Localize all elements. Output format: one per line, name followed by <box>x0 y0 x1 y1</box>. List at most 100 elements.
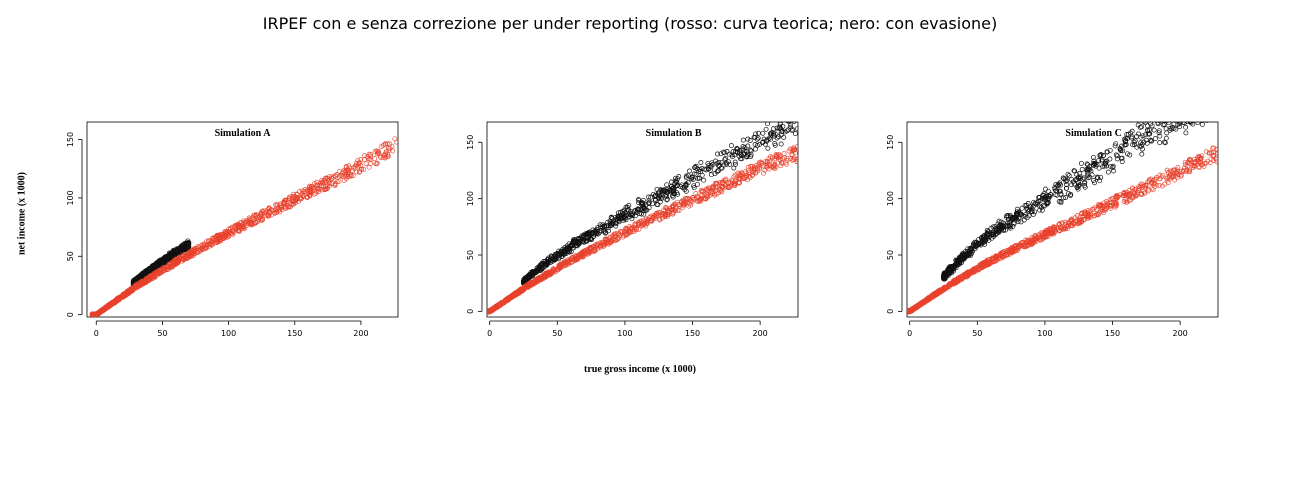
scatter-point-with-evasion <box>735 150 740 156</box>
scatter-point-with-evasion <box>1113 152 1119 158</box>
scatter-point-theoretical <box>649 218 654 224</box>
scatter-point-theoretical <box>779 160 785 166</box>
scatter-point-with-evasion <box>738 156 743 162</box>
scatter-point-theoretical <box>746 164 752 170</box>
scatter-point-with-evasion <box>1057 180 1063 186</box>
scatter-point-theoretical <box>1196 159 1202 165</box>
scatter-point-with-evasion <box>182 247 188 252</box>
scatter-point-theoretical <box>373 161 379 167</box>
scatter-point-with-evasion <box>559 253 564 259</box>
scatter-point-with-evasion <box>779 129 785 135</box>
scatter-point-with-evasion <box>740 137 746 143</box>
scatter-point-theoretical <box>256 216 261 222</box>
scatter-point-with-evasion <box>1038 204 1044 210</box>
scatter-point-with-evasion <box>698 160 704 165</box>
scatter-point-with-evasion <box>1215 107 1219 111</box>
scatter-point-with-evasion <box>1182 114 1186 118</box>
scatter-point-theoretical <box>308 186 314 192</box>
scatter-point-theoretical <box>536 275 542 280</box>
scatter-point-theoretical <box>325 186 330 192</box>
scatter-point-with-evasion <box>969 248 975 254</box>
scatter-point-theoretical <box>173 256 179 262</box>
scatter-point-with-evasion <box>1156 130 1162 136</box>
scatter-point-theoretical <box>392 136 398 142</box>
scatter-point-with-evasion <box>1165 122 1170 123</box>
scatter-point-with-evasion <box>1082 184 1088 190</box>
scatter-point-theoretical <box>510 292 516 298</box>
scatter-point-with-evasion <box>1113 141 1119 147</box>
scatter-point-theoretical <box>355 163 361 169</box>
scatter-point-theoretical <box>696 199 702 204</box>
scatter-point-with-evasion <box>1078 160 1084 166</box>
scatter-point-with-evasion <box>1042 186 1048 192</box>
scatter-point-theoretical <box>107 302 113 308</box>
scatter-point-with-evasion <box>1077 175 1083 181</box>
series-with-evasion <box>521 122 798 286</box>
scatter-point-with-evasion <box>1099 157 1105 163</box>
scatter-point-theoretical <box>258 217 264 222</box>
scatter-point-with-evasion <box>1127 152 1133 158</box>
scatter-point-with-evasion <box>1188 93 1192 97</box>
scatter-point-with-evasion <box>694 181 700 187</box>
scatter-point-with-evasion <box>972 246 978 252</box>
scatter-point-theoretical <box>754 166 760 172</box>
scatter-point-theoretical <box>542 271 548 277</box>
scatter-point-with-evasion <box>1063 176 1068 182</box>
scatter-point-with-evasion <box>687 168 692 174</box>
scatter-point-with-evasion <box>1184 103 1188 107</box>
scatter-point-with-evasion <box>969 251 974 257</box>
scatter-point-theoretical <box>160 267 166 273</box>
scatter-point-theoretical <box>296 189 302 195</box>
scatter-point-with-evasion <box>778 126 784 132</box>
scatter-point-with-evasion <box>1090 154 1096 160</box>
scatter-point-with-evasion <box>708 172 714 178</box>
scatter-point-theoretical <box>326 179 332 185</box>
scatter-point-with-evasion <box>1213 107 1217 111</box>
scatter-point-with-evasion <box>1147 115 1151 119</box>
scatter-point-with-evasion <box>794 126 798 132</box>
scatter-point-with-evasion <box>792 131 798 137</box>
figure-title: IRPEF con e senza correzione per under r… <box>262 14 998 33</box>
scatter-point-with-evasion <box>782 129 788 135</box>
scatter-point-with-evasion <box>1019 205 1025 211</box>
scatter-point-with-evasion <box>1074 184 1080 190</box>
scatter-point-theoretical <box>314 186 320 191</box>
x-tick-label: 200 <box>353 329 368 338</box>
scatter-point-theoretical <box>1214 150 1218 156</box>
scatter-point-with-evasion <box>1157 122 1162 124</box>
scatter-point-with-evasion <box>649 201 655 207</box>
scatter-point-with-evasion <box>1052 185 1058 191</box>
scatter-point-with-evasion <box>641 211 647 217</box>
scatter-point-with-evasion <box>1169 103 1173 107</box>
scatter-point-with-evasion <box>636 207 642 213</box>
scatter-point-theoretical <box>220 233 226 239</box>
scatter-point-with-evasion <box>683 188 689 194</box>
scatter-point-with-evasion <box>1119 155 1125 161</box>
scatter-point-theoretical <box>383 148 389 154</box>
scatter-point-theoretical <box>607 240 613 246</box>
scatter-point-theoretical <box>721 177 727 183</box>
scatter-point-with-evasion <box>752 146 758 152</box>
scatter-point-with-evasion <box>1129 135 1135 141</box>
scatter-point-theoretical <box>722 184 728 190</box>
scatter-point-with-evasion <box>696 168 702 174</box>
scatter-point-with-evasion <box>1130 142 1136 148</box>
scatter-point-with-evasion <box>774 135 780 141</box>
scatter-point-with-evasion <box>1121 136 1127 142</box>
scatter-point-theoretical <box>768 154 773 160</box>
scatter-point-with-evasion <box>1202 122 1206 123</box>
scatter-point-theoretical <box>385 140 390 146</box>
scatter-point-theoretical <box>385 151 391 157</box>
scatter-point-theoretical <box>1198 159 1204 165</box>
x-tick-label: 150 <box>685 329 700 338</box>
scatter-point-with-evasion <box>650 191 656 197</box>
scatter-point-theoretical <box>307 190 313 196</box>
scatter-point-with-evasion <box>1210 114 1214 118</box>
series-theoretical <box>487 144 798 315</box>
scatter-point-theoretical <box>544 271 550 277</box>
scatter-point-theoretical <box>197 248 203 254</box>
scatter-point-theoretical <box>741 176 747 182</box>
scatter-point-theoretical <box>615 236 620 242</box>
scatter-point-with-evasion <box>1169 126 1175 132</box>
